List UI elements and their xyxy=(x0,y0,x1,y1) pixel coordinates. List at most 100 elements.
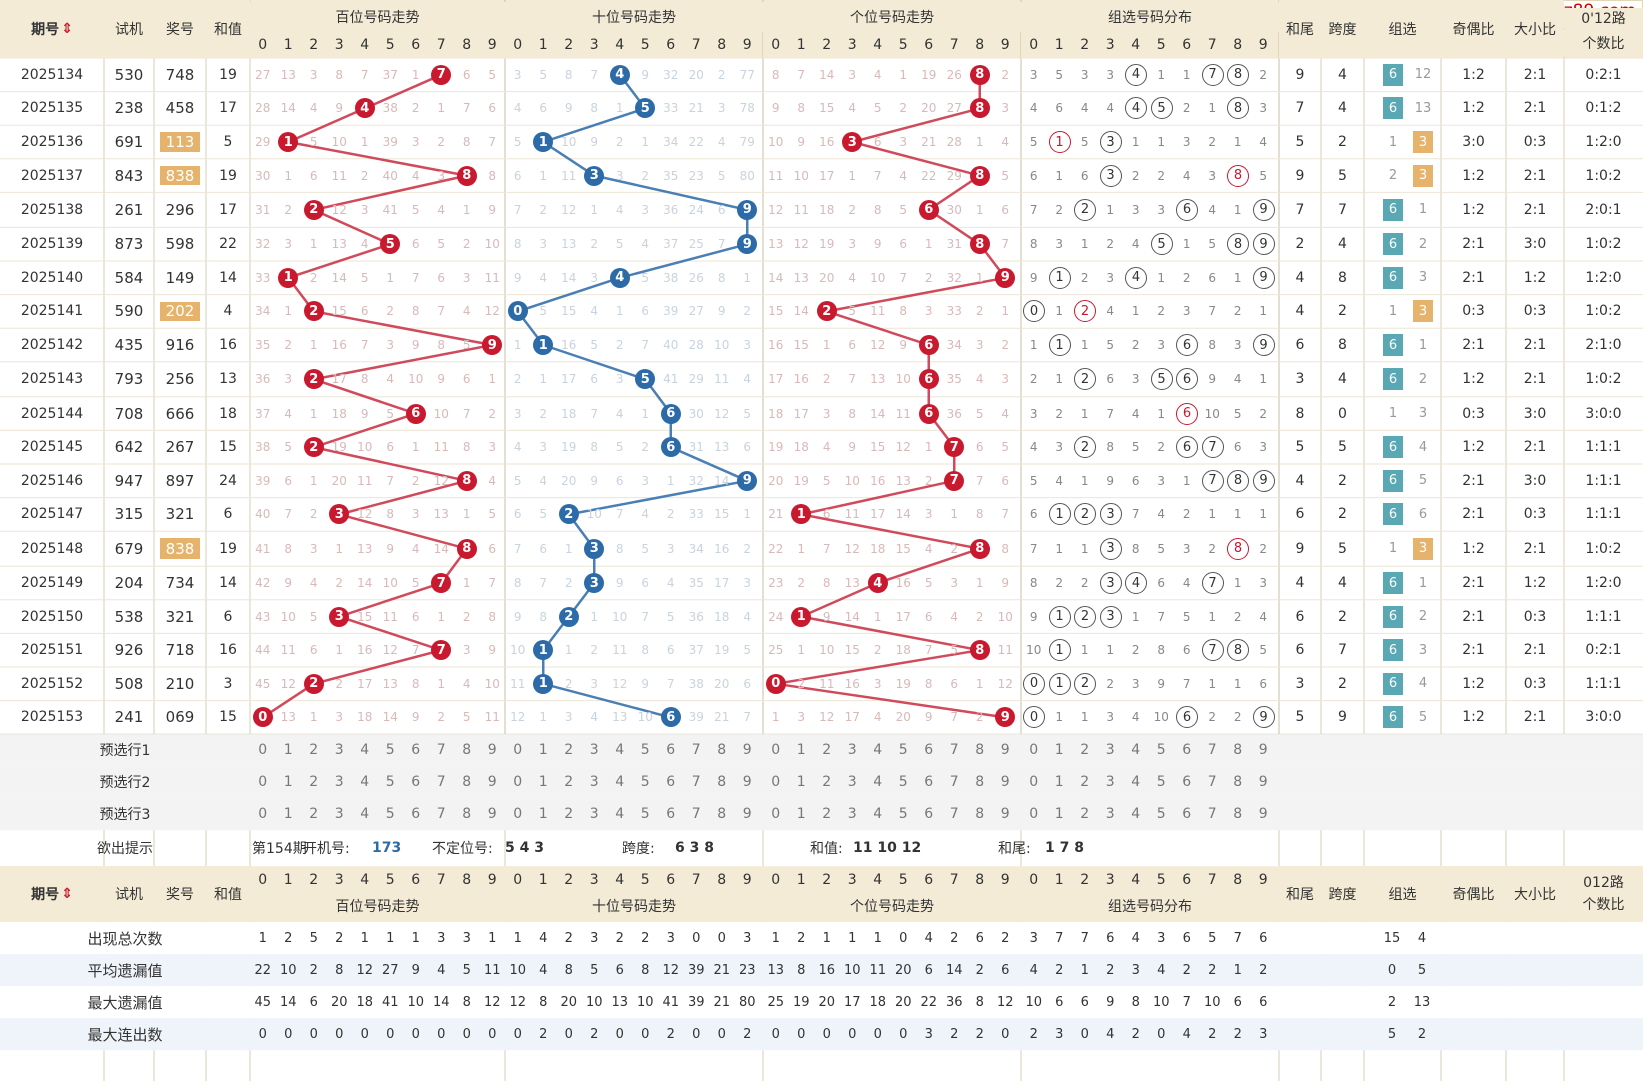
preselect-digit[interactable]: 3 xyxy=(334,774,344,791)
preselect-digit[interactable]: 2 xyxy=(822,774,832,791)
preselect-digit[interactable]: 3 xyxy=(1105,742,1115,759)
preselect-digit[interactable]: 9 xyxy=(1258,806,1268,823)
preselect-digit[interactable]: 8 xyxy=(462,742,472,759)
preselect-digit[interactable]: 0 xyxy=(1029,774,1039,791)
sort-arrows-icon[interactable]: ⇕ xyxy=(61,21,73,37)
preselect-digit[interactable]: 6 xyxy=(1182,806,1192,823)
preselect-digit[interactable]: 9 xyxy=(1000,774,1010,791)
preselect-digit[interactable]: 9 xyxy=(1000,806,1010,823)
preselect-digit[interactable]: 5 xyxy=(640,742,650,759)
preselect-digit[interactable]: 5 xyxy=(1156,774,1166,791)
preselect-digit[interactable]: 3 xyxy=(334,806,344,823)
preselect-digit[interactable]: 7 xyxy=(949,774,959,791)
preselect-digit[interactable]: 5 xyxy=(1156,806,1166,823)
preselect-digit[interactable]: 4 xyxy=(1131,774,1141,791)
preselect-digit[interactable]: 1 xyxy=(1054,742,1064,759)
preselect-digit[interactable]: 6 xyxy=(666,774,676,791)
preselect-digit[interactable]: 8 xyxy=(975,742,985,759)
preselect-digit[interactable]: 0 xyxy=(258,742,268,759)
preselect-digit[interactable]: 7 xyxy=(1207,806,1217,823)
preselect-digit[interactable]: 1 xyxy=(1054,806,1064,823)
preselect-digit[interactable]: 0 xyxy=(771,774,781,791)
preselect-digit[interactable]: 5 xyxy=(1156,742,1166,759)
preselect-digit[interactable]: 4 xyxy=(615,742,625,759)
preselect-digit[interactable]: 2 xyxy=(822,742,832,759)
preselect-digit[interactable]: 0 xyxy=(513,806,523,823)
preselect-digit[interactable]: 2 xyxy=(309,742,319,759)
preselect-digit[interactable]: 7 xyxy=(1207,742,1217,759)
preselect-digit[interactable]: 8 xyxy=(1233,742,1243,759)
preselect-digit[interactable]: 0 xyxy=(513,742,523,759)
preselect-digit[interactable]: 6 xyxy=(411,806,421,823)
preselect-digit[interactable]: 4 xyxy=(873,742,883,759)
preselect-digit[interactable]: 1 xyxy=(538,774,548,791)
preselect-digit[interactable]: 5 xyxy=(640,774,650,791)
preselect-digit[interactable]: 4 xyxy=(360,742,370,759)
preselect-digit[interactable]: 1 xyxy=(796,742,806,759)
preselect-digit[interactable]: 6 xyxy=(1182,742,1192,759)
preselect-digit[interactable]: 2 xyxy=(1080,742,1090,759)
preselect-digit[interactable]: 2 xyxy=(309,806,319,823)
preselect-digit[interactable]: 9 xyxy=(742,774,752,791)
preselect-digit[interactable]: 1 xyxy=(538,806,548,823)
preselect-digit[interactable]: 9 xyxy=(742,806,752,823)
preselect-digit[interactable]: 1 xyxy=(538,742,548,759)
preselect-digit[interactable]: 0 xyxy=(258,806,268,823)
preselect-digit[interactable]: 9 xyxy=(1000,742,1010,759)
preselect-digit[interactable]: 3 xyxy=(1105,806,1115,823)
preselect-digit[interactable]: 6 xyxy=(411,742,421,759)
preselect-digit[interactable]: 4 xyxy=(873,806,883,823)
preselect-digit[interactable]: 7 xyxy=(691,806,701,823)
preselect-digit[interactable]: 1 xyxy=(283,806,293,823)
preselect-digit[interactable]: 9 xyxy=(487,742,497,759)
preselect-digit[interactable]: 2 xyxy=(564,774,574,791)
preselect-digit[interactable]: 2 xyxy=(564,806,574,823)
preselect-digit[interactable]: 7 xyxy=(436,742,446,759)
preselect-digit[interactable]: 6 xyxy=(924,806,934,823)
sort-arrows-icon[interactable]: ⇕ xyxy=(61,886,73,903)
preselect-digit[interactable]: 0 xyxy=(1029,806,1039,823)
preselect-digit[interactable]: 9 xyxy=(1258,742,1268,759)
preselect-digit[interactable]: 8 xyxy=(717,774,727,791)
preselect-digit[interactable]: 7 xyxy=(691,774,701,791)
preselect-digit[interactable]: 0 xyxy=(258,774,268,791)
preselect-digit[interactable]: 2 xyxy=(1080,806,1090,823)
preselect-digit[interactable]: 3 xyxy=(847,806,857,823)
preselect-digit[interactable]: 7 xyxy=(691,742,701,759)
preselect-digit[interactable]: 5 xyxy=(898,774,908,791)
preselect-digit[interactable]: 4 xyxy=(360,774,370,791)
preselect-digit[interactable]: 1 xyxy=(283,774,293,791)
preselect-digit[interactable]: 6 xyxy=(666,742,676,759)
preselect-digit[interactable]: 5 xyxy=(898,742,908,759)
preselect-digit[interactable]: 7 xyxy=(436,774,446,791)
preselect-digit[interactable]: 3 xyxy=(589,806,599,823)
preselect-digit[interactable]: 3 xyxy=(847,742,857,759)
preselect-digit[interactable]: 6 xyxy=(666,806,676,823)
preselect-digit[interactable]: 4 xyxy=(1131,742,1141,759)
preselect-digit[interactable]: 5 xyxy=(385,806,395,823)
preselect-digit[interactable]: 0 xyxy=(771,742,781,759)
preselect-digit[interactable]: 0 xyxy=(1029,742,1039,759)
preselect-digit[interactable]: 6 xyxy=(924,742,934,759)
preselect-digit[interactable]: 9 xyxy=(487,806,497,823)
preselect-digit[interactable]: 4 xyxy=(1131,806,1141,823)
preselect-digit[interactable]: 9 xyxy=(1258,774,1268,791)
preselect-digit[interactable]: 1 xyxy=(796,806,806,823)
preselect-digit[interactable]: 4 xyxy=(615,774,625,791)
preselect-digit[interactable]: 8 xyxy=(462,774,472,791)
preselect-digit[interactable]: 0 xyxy=(513,774,523,791)
preselect-digit[interactable]: 5 xyxy=(640,806,650,823)
preselect-digit[interactable]: 2 xyxy=(309,774,319,791)
preselect-digit[interactable]: 8 xyxy=(717,806,727,823)
preselect-digit[interactable]: 1 xyxy=(1054,774,1064,791)
preselect-digit[interactable]: 3 xyxy=(589,774,599,791)
preselect-digit[interactable]: 7 xyxy=(949,742,959,759)
preselect-digit[interactable]: 0 xyxy=(771,806,781,823)
preselect-digit[interactable]: 4 xyxy=(360,806,370,823)
preselect-digit[interactable]: 2 xyxy=(822,806,832,823)
preselect-digit[interactable]: 6 xyxy=(924,774,934,791)
preselect-digit[interactable]: 6 xyxy=(1182,774,1192,791)
preselect-digit[interactable]: 4 xyxy=(615,806,625,823)
preselect-digit[interactable]: 8 xyxy=(975,774,985,791)
preselect-digit[interactable]: 7 xyxy=(436,806,446,823)
